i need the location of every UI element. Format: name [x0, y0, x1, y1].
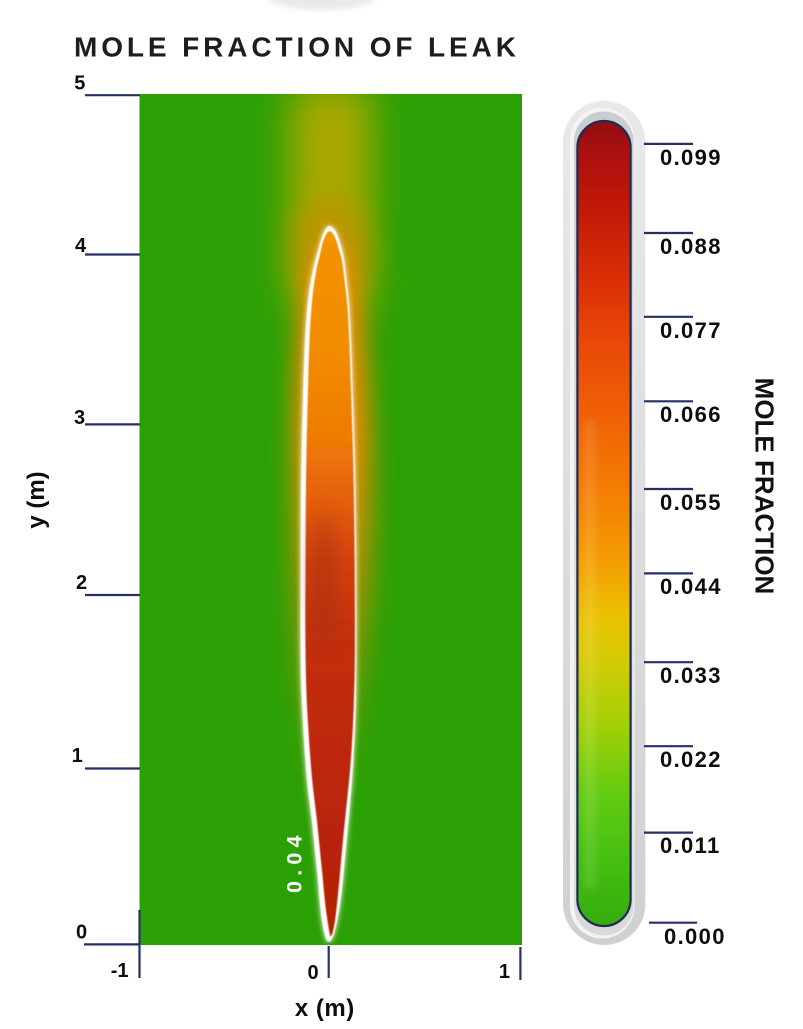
- svg-text:0.044: 0.044: [660, 574, 722, 599]
- svg-text:0.033: 0.033: [660, 663, 722, 688]
- svg-text:1: 1: [72, 745, 83, 767]
- svg-text:4: 4: [75, 235, 87, 257]
- svg-text:0.066: 0.066: [660, 402, 722, 427]
- svg-text:0.000: 0.000: [664, 924, 726, 949]
- svg-text:MOLE FRACTION: MOLE FRACTION: [750, 378, 780, 595]
- svg-text:0.088: 0.088: [660, 234, 722, 259]
- svg-text:0.04: 0.04: [283, 830, 307, 893]
- svg-text:5: 5: [74, 73, 85, 95]
- svg-text:0: 0: [307, 962, 318, 984]
- svg-text:2: 2: [76, 572, 87, 594]
- svg-text:1: 1: [499, 961, 510, 983]
- svg-text:-1: -1: [111, 960, 129, 982]
- svg-text:3: 3: [74, 407, 85, 429]
- svg-text:MOLE FRACTION OF LEAK: MOLE FRACTION OF LEAK: [74, 31, 520, 62]
- svg-text:0: 0: [76, 922, 87, 944]
- svg-text:0.099: 0.099: [660, 145, 722, 170]
- svg-text:0.077: 0.077: [660, 318, 722, 343]
- svg-text:0.011: 0.011: [660, 833, 721, 858]
- svg-text:x (m): x (m): [295, 995, 355, 1022]
- svg-text:0.022: 0.022: [660, 747, 722, 772]
- svg-text:0.055: 0.055: [660, 490, 722, 515]
- svg-text:y (m): y (m): [23, 471, 50, 528]
